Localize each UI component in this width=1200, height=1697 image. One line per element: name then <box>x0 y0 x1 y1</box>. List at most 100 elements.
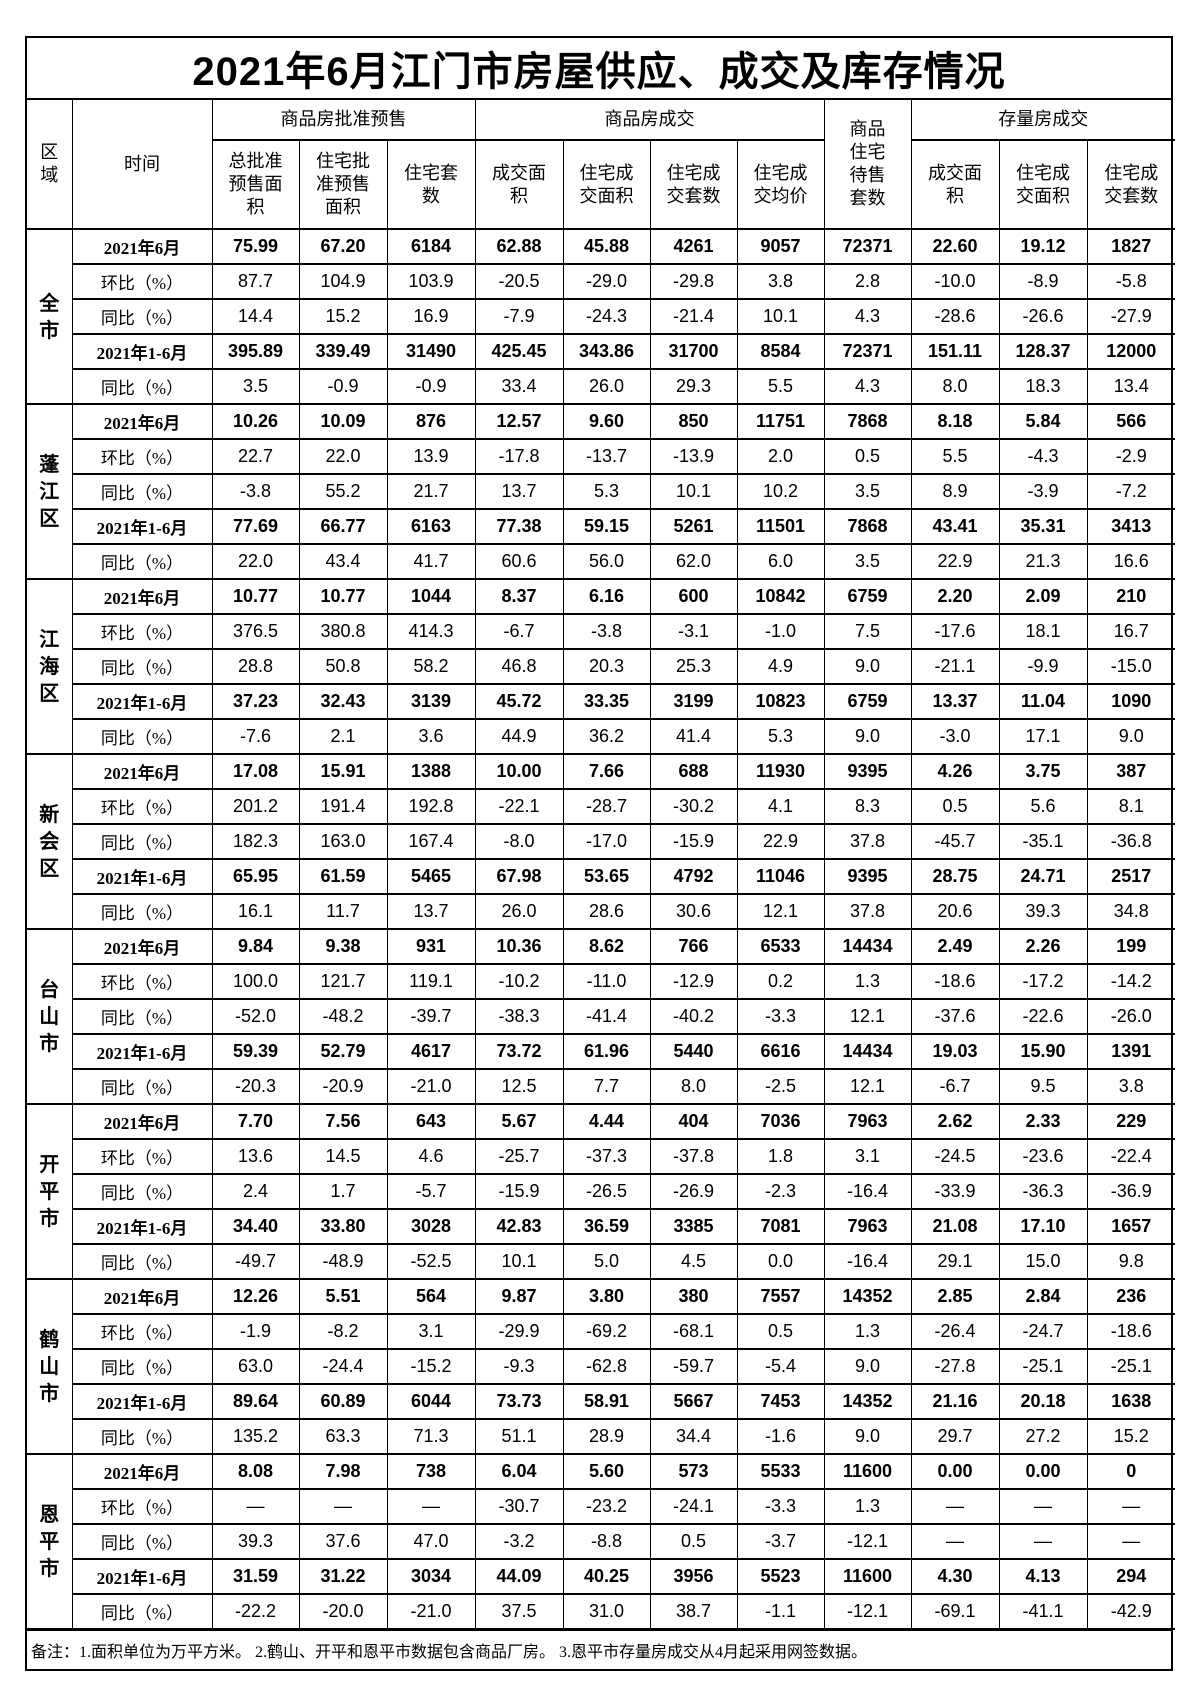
data-cell: 34.4 <box>649 1418 738 1455</box>
data-cell: 34.40 <box>211 1208 300 1245</box>
data-cell: 9057 <box>736 229 825 265</box>
data-cell: 37.23 <box>211 683 300 720</box>
data-cell: 13.7 <box>386 893 476 930</box>
data-cell: 29.3 <box>649 368 738 405</box>
data-cell: 12.1 <box>823 998 912 1035</box>
data-cell: 7453 <box>736 1383 825 1420</box>
data-cell: 8.0 <box>649 1068 738 1105</box>
data-cell: 121.7 <box>298 963 388 1000</box>
data-cell: -1.9 <box>211 1313 300 1350</box>
row-label: 环比（%） <box>72 788 213 825</box>
data-cell: 5261 <box>649 508 738 545</box>
data-cell: -4.3 <box>998 438 1088 475</box>
region-name: 鹤山市 <box>27 1278 73 1455</box>
data-cell: 2.20 <box>910 578 1000 615</box>
table-row: 同比（%） 14.4 15.2 16.9 -7.9 -24.3 -21.4 10.1 4.3 -2… <box>27 298 1176 335</box>
data-cell: -17.2 <box>998 963 1088 1000</box>
data-cell: -22.1 <box>474 788 564 825</box>
data-cell: 2.33 <box>998 1103 1088 1140</box>
data-cell: — <box>386 1488 476 1525</box>
data-cell: 39.3 <box>211 1523 300 1560</box>
table-row: 2021年1-6月 77.69 66.77 6163 77.38 59.15 5261 115… <box>27 508 1176 545</box>
table-row: 同比（%） 22.0 43.4 41.7 60.6 56.0 62.0 6.0 3.5 22.9 2… <box>27 543 1176 580</box>
data-cell: -25.7 <box>474 1138 564 1175</box>
data-cell: 14434 <box>823 928 912 965</box>
data-cell: -17.6 <box>910 613 1000 650</box>
data-cell: -9.9 <box>998 648 1088 685</box>
table-row: 环比（%） 13.6 14.5 4.6 -25.7 -37.3 -37.8 1.8 3.1 -24… <box>27 1138 1176 1175</box>
table-row: 同比（%） -22.2 -20.0 -21.0 37.5 31.0 38.7 -1.1 -12.… <box>27 1593 1176 1630</box>
data-cell: 10842 <box>736 578 825 615</box>
data-cell: 52.79 <box>298 1033 388 1070</box>
data-cell: 5.84 <box>998 403 1088 440</box>
data-cell: -16.4 <box>823 1173 912 1210</box>
data-cell: -6.7 <box>910 1068 1000 1105</box>
data-cell: 22.0 <box>211 543 300 580</box>
data-cell: 55.2 <box>298 473 388 510</box>
data-cell: 3.1 <box>386 1313 476 1350</box>
data-cell: 3.8 <box>1086 1068 1176 1105</box>
data-cell: 182.3 <box>211 823 300 860</box>
data-cell: 65.95 <box>211 858 300 895</box>
data-cell: 8.37 <box>474 578 564 615</box>
data-cell: -13.9 <box>649 438 738 475</box>
data-cell: -37.8 <box>649 1138 738 1175</box>
data-cell: -25.1 <box>998 1348 1088 1385</box>
data-cell: 9.38 <box>298 928 388 965</box>
row-label: 同比（%） <box>72 543 213 580</box>
data-cell: 6759 <box>823 578 912 615</box>
row-label: 2021年6月 <box>71 578 213 615</box>
data-cell: 22.60 <box>910 229 1000 265</box>
data-cell: 72371 <box>823 333 912 370</box>
row-label: 同比（%） <box>72 1418 213 1455</box>
report-sheet: 2021年6月江门市房屋供应、成交及库存情况 区域 时间 商品房批准预售 商品房… <box>25 36 1176 1671</box>
data-cell: 201.2 <box>211 788 300 825</box>
data-cell: -23.2 <box>562 1488 651 1525</box>
data-cell: -9.3 <box>474 1348 564 1385</box>
data-cell: 11600 <box>823 1558 912 1595</box>
data-cell: -26.5 <box>562 1173 651 1210</box>
data-cell: -5.4 <box>736 1348 825 1385</box>
row-label: 2021年1-6月 <box>72 858 213 895</box>
data-cell: 395.89 <box>211 333 300 370</box>
data-cell: 7.66 <box>562 753 651 790</box>
data-cell: 5.3 <box>562 473 651 510</box>
data-cell: 10823 <box>736 683 825 720</box>
data-cell: 9.8 <box>1086 1243 1176 1280</box>
data-cell: 20.6 <box>910 893 1000 930</box>
data-cell: 16.6 <box>1086 543 1176 580</box>
data-cell: 5.51 <box>298 1278 388 1315</box>
data-cell: 738 <box>386 1453 476 1490</box>
data-cell: 210 <box>1086 578 1176 615</box>
table-row: 同比（%） -52.0 -48.2 -39.7 -38.3 -41.4 -40.2 -3.3 1… <box>27 998 1176 1035</box>
data-cell: 62.0 <box>649 543 738 580</box>
data-cell: 3034 <box>386 1558 476 1595</box>
data-cell: 37.6 <box>298 1523 388 1560</box>
row-label: 同比（%） <box>72 368 213 405</box>
data-cell: 4261 <box>649 229 738 265</box>
data-cell: 8.0 <box>910 368 1000 405</box>
header-unsold-stock: 商品住宅待售套数 <box>823 100 912 230</box>
data-cell: 10.09 <box>298 403 388 440</box>
data-cell: 35.31 <box>998 508 1088 545</box>
row-label: 2021年6月 <box>71 753 213 790</box>
data-cell: -12.1 <box>823 1523 912 1560</box>
region-name: 蓬江区 <box>27 403 73 580</box>
table-row: 2021年1-6月 31.59 31.22 3034 44.09 40.25 3956 552… <box>27 1558 1176 1595</box>
data-cell: 404 <box>649 1103 738 1140</box>
data-cell: 0.0 <box>736 1243 825 1280</box>
data-cell: 414.3 <box>386 613 476 650</box>
data-cell: 1.3 <box>823 963 912 1000</box>
data-cell: -15.0 <box>1086 648 1176 685</box>
region-name: 开平市 <box>27 1103 73 1280</box>
row-label: 同比（%） <box>72 1348 213 1385</box>
data-cell: -1.1 <box>736 1593 825 1630</box>
data-cell: 9.0 <box>823 648 912 685</box>
table-row: 环比（%） 100.0 121.7 119.1 -10.2 -11.0 -12.9 0.2 1.… <box>27 963 1176 1000</box>
table-row: 环比（%） -1.9 -8.2 3.1 -29.9 -69.2 -68.1 0.5 1.3 -26… <box>27 1313 1176 1350</box>
data-cell: 0.2 <box>736 963 825 1000</box>
data-cell: 30.6 <box>649 893 738 930</box>
data-cell: 12000 <box>1086 333 1176 370</box>
data-cell: 1.3 <box>823 1313 912 1350</box>
data-cell: -24.5 <box>910 1138 1000 1175</box>
